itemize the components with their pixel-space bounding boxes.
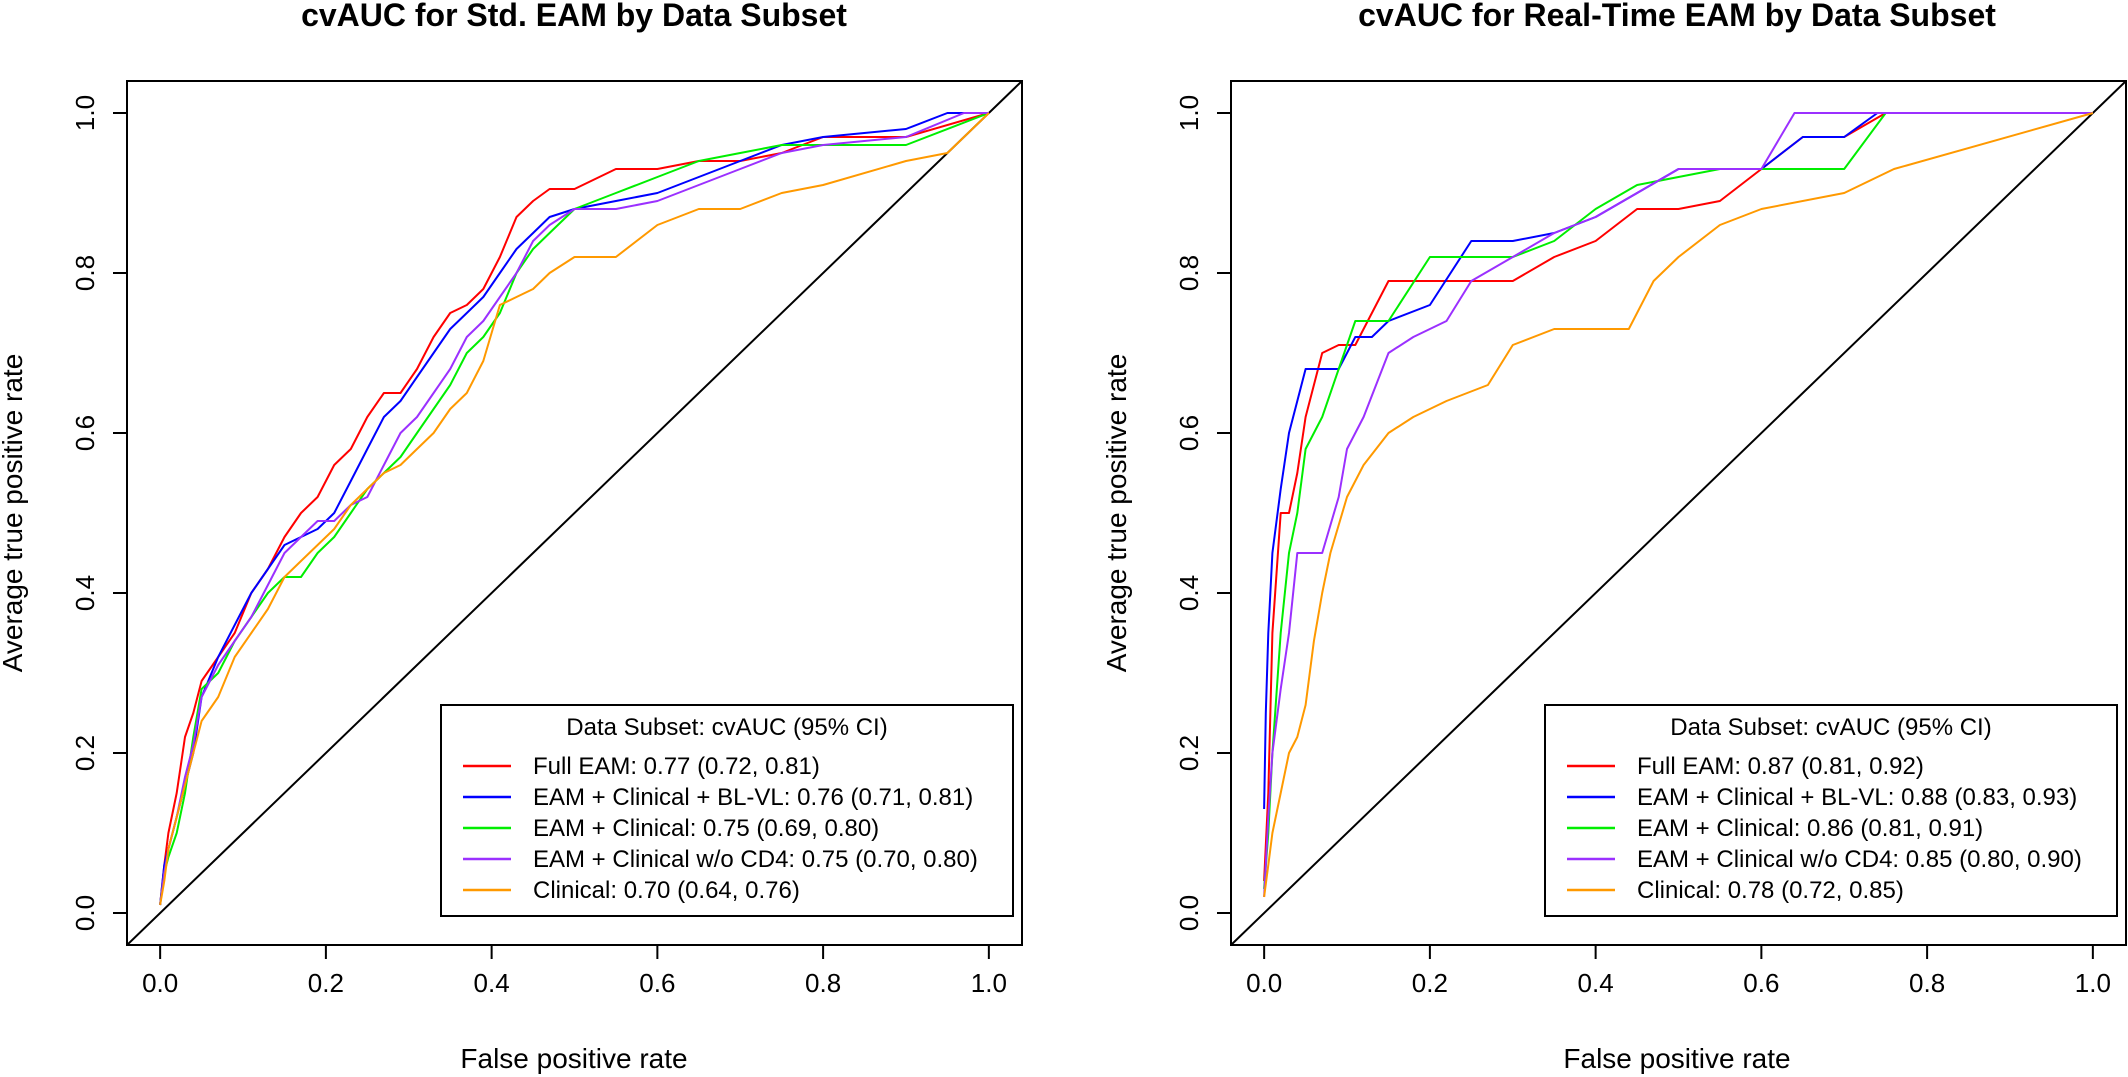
y-tick-label: 0.8	[1174, 255, 1204, 291]
y-tick-label: 0.2	[70, 735, 100, 771]
y-tick-label: 0.4	[1174, 575, 1204, 611]
chart-title: cvAUC for Std. EAM by Data Subset	[301, 0, 847, 33]
x-tick-label: 0.4	[1578, 968, 1614, 998]
legend-title: Data Subset: cvAUC (95% CI)	[1670, 714, 1991, 741]
chart-title: cvAUC for Real-Time EAM by Data Subset	[1358, 0, 1996, 33]
x-tick-label: 0.6	[639, 968, 675, 998]
legend: Data Subset: cvAUC (95% CI) Full EAM: 0.…	[1544, 704, 2118, 917]
legend-entry-label: Clinical: 0.78 (0.72, 0.85)	[1637, 877, 1904, 904]
plot-frame	[126, 80, 1023, 946]
legend-entry-label: EAM + Clinical w/o CD4: 0.75 (0.70, 0.80…	[533, 846, 978, 873]
x-axis-label: False positive rate	[460, 1043, 687, 1074]
series-line-eam-clinical	[159, 112, 990, 906]
series-line-clinical	[159, 112, 990, 906]
series-line-clinical	[1263, 112, 2094, 898]
y-tick-label: 0.4	[70, 575, 100, 611]
y-tick-label: 1.0	[1174, 95, 1204, 131]
y-tick-label: 0.6	[70, 415, 100, 451]
y-tick-label: 0.6	[1174, 415, 1204, 451]
x-axis-label: False positive rate	[1563, 1043, 1790, 1074]
legend-entry-label: EAM + Clinical w/o CD4: 0.85 (0.80, 0.90…	[1637, 846, 2082, 873]
chart-panel-real-time-eam: cvAUC for Real-Time EAM by Data Subset 0…	[1101, 0, 2127, 1074]
legend-entry-label: Full EAM: 0.87 (0.81, 0.92)	[1637, 753, 1924, 780]
x-tick-label: 1.0	[2075, 968, 2111, 998]
legend-entry-label: EAM + Clinical: 0.86 (0.81, 0.91)	[1637, 815, 1983, 842]
chart-panel-std-eam: cvAUC for Std. EAM by Data Subset 0.0 0.2…	[0, 0, 1023, 1074]
x-tick-label: 0.8	[805, 968, 841, 998]
legend-box	[1544, 704, 2118, 917]
y-tick-label: 0.2	[1174, 735, 1204, 771]
legend-entry-label: Full EAM: 0.77 (0.72, 0.81)	[533, 753, 820, 780]
x-tick-label: 0.2	[308, 968, 344, 998]
series-line-eam-clinical-w-o-cd4	[159, 112, 989, 906]
y-axis-label: Average true positive rate	[0, 354, 28, 673]
y-tick-label: 1.0	[70, 95, 100, 131]
x-tick-label: 0.0	[1246, 968, 1282, 998]
reference-diagonal-line	[1230, 80, 2127, 946]
x-tick-label: 0.2	[1412, 968, 1448, 998]
series-line-full-eam	[159, 112, 990, 906]
y-axis-label: Average true positive rate	[1101, 354, 1132, 673]
x-tick-label: 0.4	[474, 968, 510, 998]
x-tick-label: 0.0	[142, 968, 178, 998]
legend-entry-label: EAM + Clinical + BL-VL: 0.76 (0.71, 0.81…	[533, 784, 973, 811]
x-tick-label: 0.6	[1743, 968, 1779, 998]
legend-entry-label: Clinical: 0.70 (0.64, 0.76)	[533, 877, 800, 904]
series-line-eam-clinical-w-o-cd4	[1263, 112, 2093, 898]
x-tick-label: 0.8	[1909, 968, 1945, 998]
x-tick-label: 1.0	[971, 968, 1007, 998]
legend-entry-label: EAM + Clinical: 0.75 (0.69, 0.80)	[533, 815, 879, 842]
plot-frame	[1230, 80, 2127, 946]
legend-box	[440, 704, 1014, 917]
y-tick-label: 0.8	[70, 255, 100, 291]
legend-entry-label: EAM + Clinical + BL-VL: 0.88 (0.83, 0.93…	[1637, 784, 2077, 811]
legend-title: Data Subset: cvAUC (95% CI)	[566, 714, 887, 741]
y-tick-label: 0.0	[70, 895, 100, 931]
reference-diagonal-line	[126, 80, 1023, 946]
y-tick-label: 0.0	[1174, 895, 1204, 931]
legend: Data Subset: cvAUC (95% CI) Full EAM: 0.…	[440, 704, 1014, 917]
